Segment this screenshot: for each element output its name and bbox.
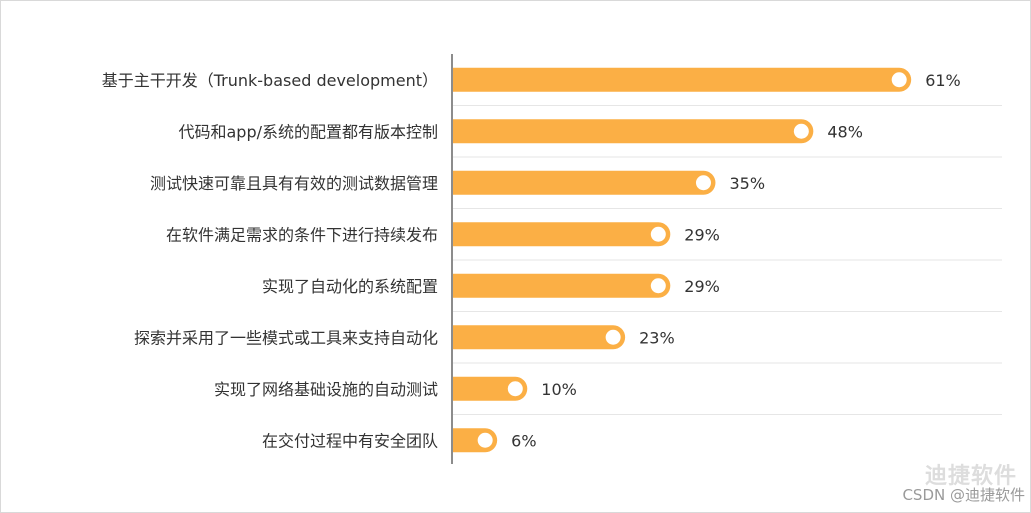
category-label: 实现了网络基础设施的自动测试 [214,380,438,399]
category-labels: 基于主干开发（Trunk-based development） 代码和app/系统… [102,71,438,451]
row-separators [452,105,1002,415]
value-label: 23% [639,328,675,347]
bar [452,170,716,195]
bar-end-marker [650,226,666,242]
bar [452,376,528,401]
value-label: 6% [511,431,536,450]
category-label: 代码和app/系统的配置都有版本控制 [178,122,438,141]
bar-end-marker [793,123,809,139]
bar [452,325,626,350]
bar-end-marker [695,175,711,191]
bar [452,222,671,247]
bar-series [452,67,912,453]
bar-end-marker [507,381,523,397]
category-label: 在交付过程中有安全团队 [262,431,438,450]
category-label: 基于主干开发（Trunk-based development） [102,71,438,90]
category-label: 测试快速可靠且具有有效的测试数据管理 [150,174,438,193]
category-label: 在软件满足需求的条件下进行持续发布 [166,225,438,244]
value-labels: 61% 48% 35% 29% 29% 23% 10% 6% [511,71,961,451]
bar [452,119,814,144]
bar-end-marker [477,432,493,448]
value-label: 61% [925,71,961,90]
value-label: 48% [827,122,863,141]
bar-end-marker [891,72,907,88]
category-label: 实现了自动化的系统配置 [262,277,438,296]
bar [452,273,671,298]
value-label: 29% [684,225,720,244]
source-watermark: CSDN @迪捷软件 [902,486,1025,504]
bar-end-marker [605,329,621,345]
bar [452,67,912,92]
brand-watermark: 迪捷软件 [924,464,1017,489]
category-label: 探索并采用了一些模式或工具来支持自动化 [134,328,438,347]
value-label: 35% [729,174,765,193]
bar-end-marker [650,278,666,294]
value-label: 29% [684,277,720,296]
value-label: 10% [541,380,577,399]
